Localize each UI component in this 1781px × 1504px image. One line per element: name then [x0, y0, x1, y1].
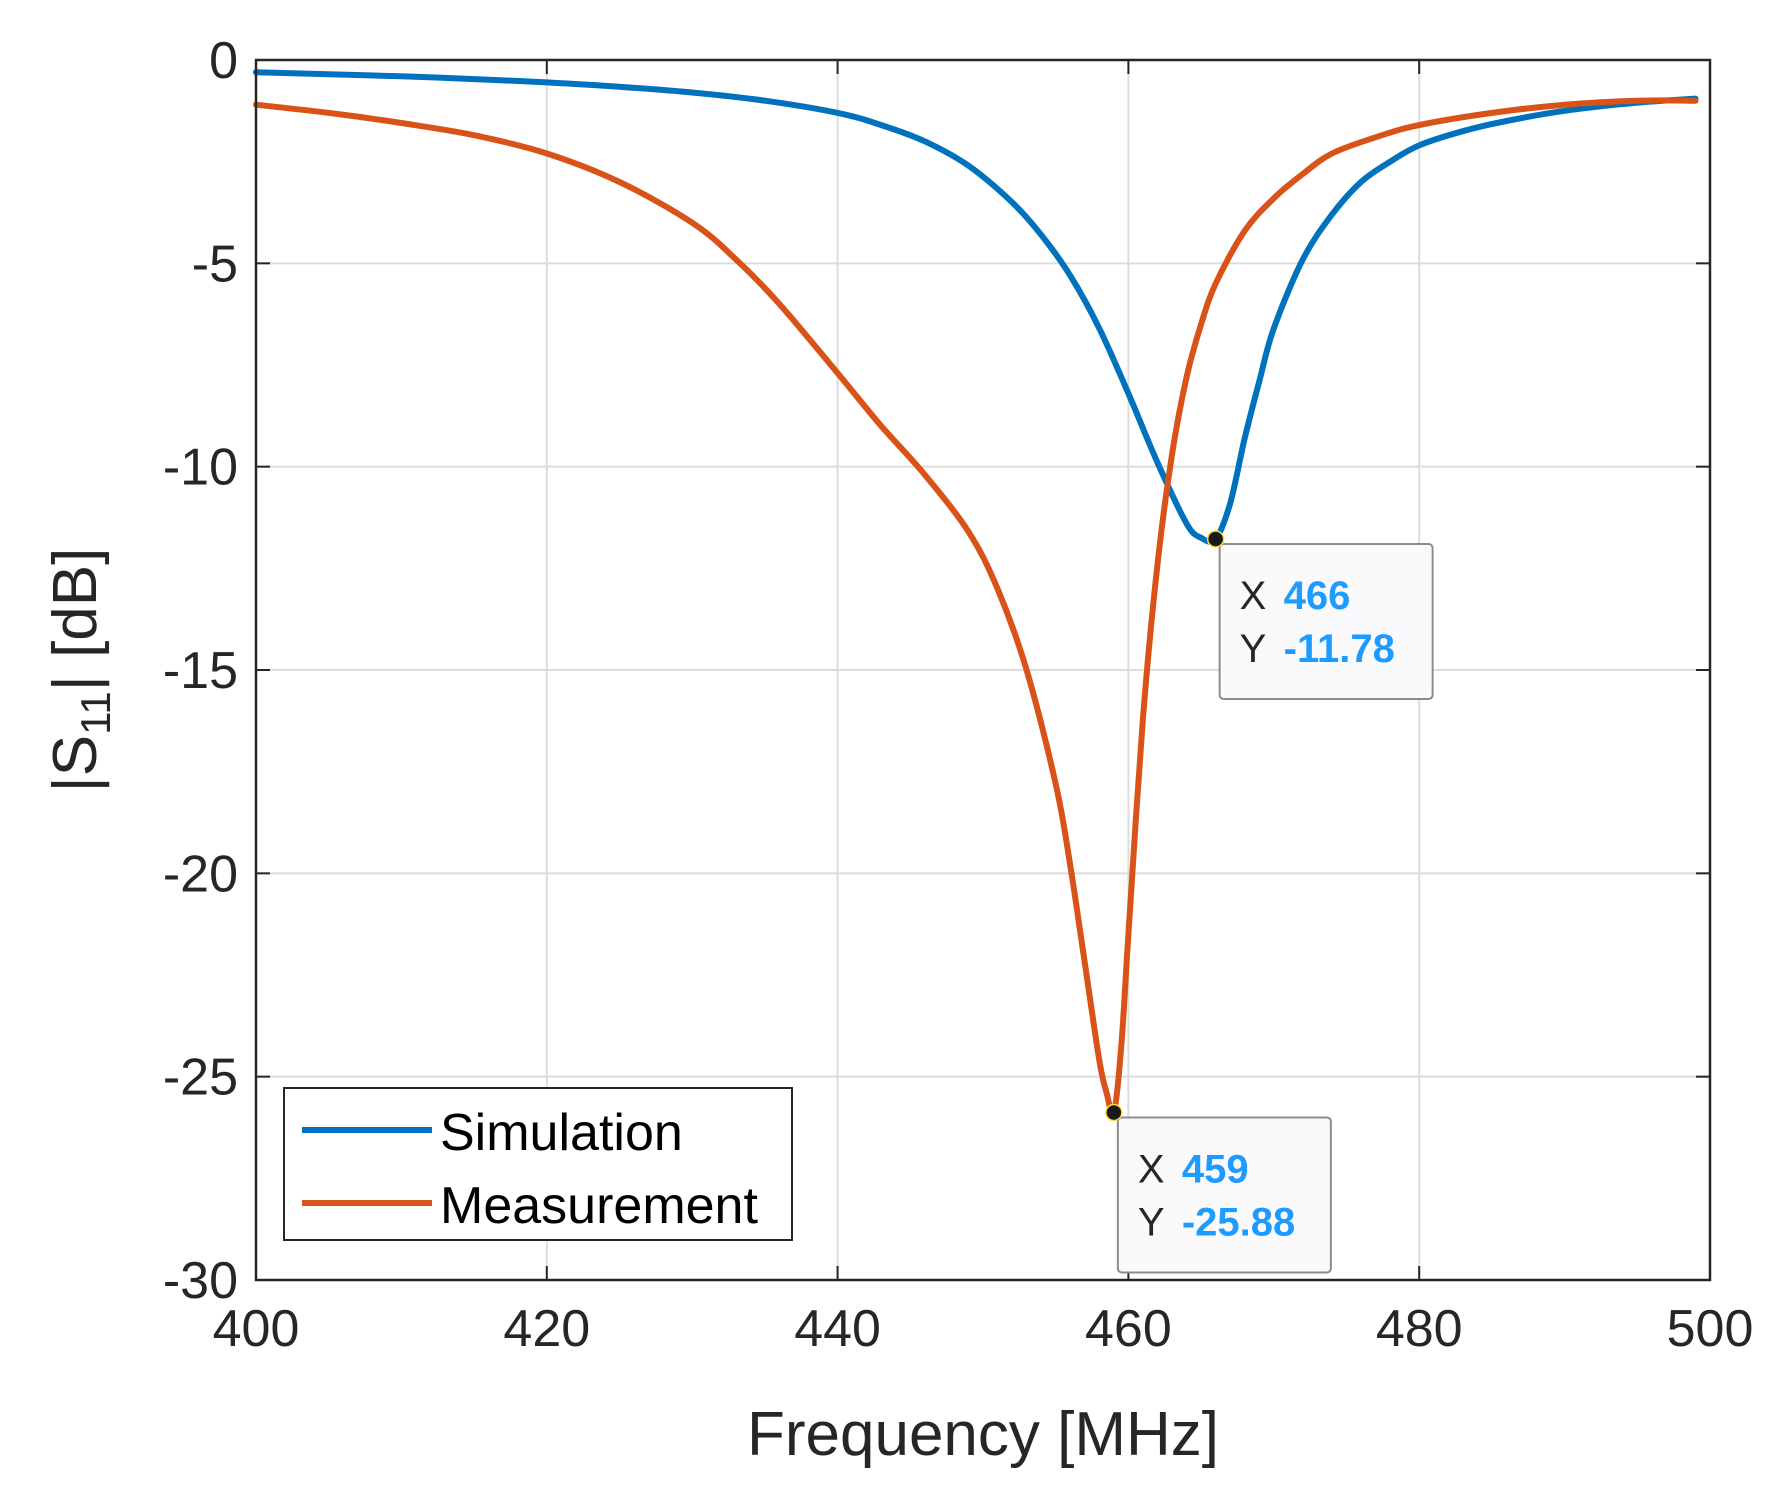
legend: Simulation Measurement [283, 1087, 793, 1241]
datatips: X 466 Y -11.78 X 459 Y -25.88 [1105, 530, 1434, 1274]
y-tick-label: -5 [192, 235, 238, 293]
x-tick-label: 400 [213, 1300, 300, 1358]
y-axis-label: |S11| [dB] [41, 548, 119, 793]
grid [256, 60, 1710, 1280]
x-tick-label: 500 [1667, 1300, 1754, 1358]
legend-label-measurement: Measurement [440, 1177, 758, 1235]
x-tick-label: 460 [1085, 1300, 1172, 1358]
x-axis-label: Frequency [MHz] [747, 1400, 1219, 1469]
datatip-x-value: 459 [1182, 1147, 1249, 1191]
y-tick-labels: 0 -5 -10 -15 -20 -25 -30 [163, 32, 238, 1310]
tick-marks [255, 59, 1711, 1281]
datatip[interactable]: X 459 Y -25.88 [1105, 1103, 1332, 1274]
datatip-x-value: 466 [1284, 574, 1351, 618]
y-tick-label: -10 [163, 439, 238, 497]
datatip-marker[interactable] [1206, 530, 1225, 548]
y-tick-label: 0 [209, 32, 238, 90]
datatip[interactable]: X 466 Y -11.78 [1206, 530, 1434, 701]
datatip-marker[interactable] [1105, 1103, 1123, 1122]
x-tick-labels: 400 420 440 460 480 500 [213, 1300, 1754, 1358]
series-line-measurement [253, 97, 1699, 1118]
series-layer [253, 69, 1699, 1118]
x-tick-label: 480 [1376, 1300, 1463, 1358]
datatip-y-value: -11.78 [1284, 627, 1395, 671]
datatip-y-label: Y [1138, 1200, 1165, 1244]
datatip-y-label: Y [1240, 627, 1267, 671]
y-tick-label: -15 [163, 642, 238, 700]
datatip-y-value: -25.88 [1182, 1200, 1295, 1244]
datatip-box [1116, 1116, 1332, 1274]
series-line-simulation [253, 69, 1699, 545]
y-tick-label: -20 [163, 845, 238, 903]
datatip-box [1218, 543, 1434, 701]
legend-box [283, 1087, 793, 1241]
y-tick-label: -30 [163, 1252, 238, 1310]
legend-label-simulation: Simulation [440, 1104, 683, 1162]
x-tick-label: 440 [794, 1300, 881, 1358]
x-tick-label: 420 [503, 1300, 590, 1358]
y-tick-label: -25 [163, 1049, 238, 1107]
datatip-x-label: X [1240, 574, 1267, 618]
datatip-x-label: X [1138, 1147, 1165, 1191]
